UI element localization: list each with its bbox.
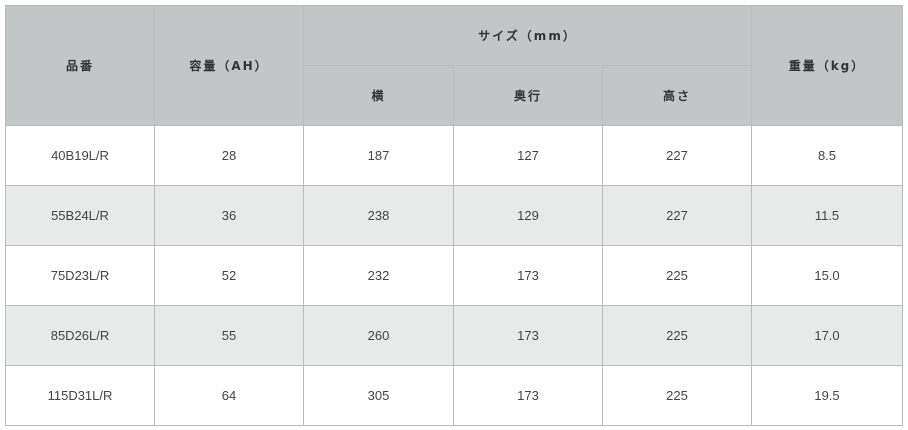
cell-width: 187 bbox=[303, 125, 454, 186]
cell-width: 232 bbox=[303, 245, 454, 306]
header-size: サイズ（mm） bbox=[303, 5, 752, 66]
header-capacity: 容量（AH） bbox=[154, 5, 304, 126]
header-width: 横 bbox=[303, 65, 454, 126]
cell-part-number: 40B19L/R bbox=[5, 125, 155, 186]
cell-height: 225 bbox=[602, 305, 752, 366]
battery-spec-table: 品番 容量（AH） サイズ（mm） 重量（kg） 横 奥行 高さ 40B19L/… bbox=[5, 5, 903, 426]
cell-depth: 129 bbox=[453, 185, 603, 246]
cell-part-number: 85D26L/R bbox=[5, 305, 155, 366]
cell-capacity: 36 bbox=[154, 185, 304, 246]
cell-depth: 127 bbox=[453, 125, 603, 186]
table-row: 40B19L/R 28 187 127 227 8.5 bbox=[5, 125, 903, 186]
cell-capacity: 28 bbox=[154, 125, 304, 186]
cell-weight: 8.5 bbox=[751, 125, 903, 186]
header-part-number: 品番 bbox=[5, 5, 155, 126]
cell-width: 305 bbox=[303, 365, 454, 426]
cell-height: 227 bbox=[602, 125, 752, 186]
header-depth: 奥行 bbox=[453, 65, 603, 126]
cell-part-number: 55B24L/R bbox=[5, 185, 155, 246]
cell-weight: 15.0 bbox=[751, 245, 903, 306]
cell-height: 227 bbox=[602, 185, 752, 246]
cell-height: 225 bbox=[602, 365, 752, 426]
cell-weight: 11.5 bbox=[751, 185, 903, 246]
header-height: 高さ bbox=[602, 65, 752, 126]
cell-depth: 173 bbox=[453, 365, 603, 426]
cell-part-number: 75D23L/R bbox=[5, 245, 155, 306]
cell-height: 225 bbox=[602, 245, 752, 306]
table-row: 75D23L/R 52 232 173 225 15.0 bbox=[5, 245, 903, 306]
table-row: 85D26L/R 55 260 173 225 17.0 bbox=[5, 305, 903, 366]
cell-weight: 19.5 bbox=[751, 365, 903, 426]
table-row: 115D31L/R 64 305 173 225 19.5 bbox=[5, 365, 903, 426]
cell-width: 260 bbox=[303, 305, 454, 366]
cell-depth: 173 bbox=[453, 245, 603, 306]
table-row: 55B24L/R 36 238 129 227 11.5 bbox=[5, 185, 903, 246]
cell-depth: 173 bbox=[453, 305, 603, 366]
cell-weight: 17.0 bbox=[751, 305, 903, 366]
cell-width: 238 bbox=[303, 185, 454, 246]
header-weight: 重量（kg） bbox=[751, 5, 903, 126]
cell-capacity: 55 bbox=[154, 305, 304, 366]
cell-part-number: 115D31L/R bbox=[5, 365, 155, 426]
cell-capacity: 52 bbox=[154, 245, 304, 306]
cell-capacity: 64 bbox=[154, 365, 304, 426]
